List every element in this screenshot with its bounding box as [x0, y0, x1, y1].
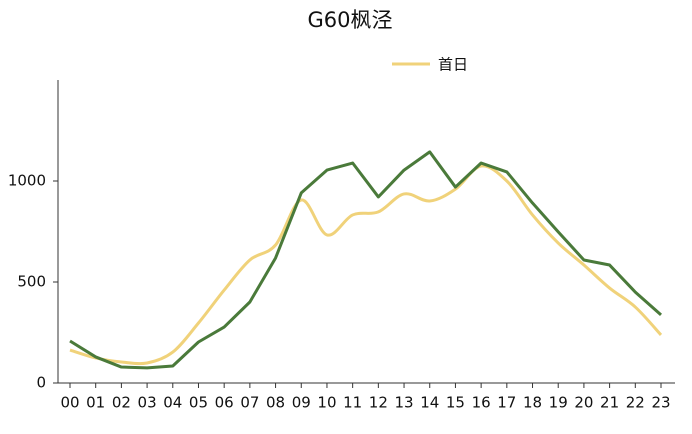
- x-tick-label: 12: [369, 394, 388, 412]
- x-tick-label: 22: [626, 394, 645, 412]
- y-tick-label: 1000: [8, 172, 46, 190]
- y-tick-label: 500: [17, 273, 46, 291]
- x-tick-label: 21: [600, 394, 619, 412]
- x-tick-label: 01: [86, 394, 105, 412]
- chart-title: G60枫泾: [308, 8, 393, 32]
- x-tick-label: 23: [651, 394, 670, 412]
- x-tick-label: 07: [240, 394, 259, 412]
- x-tick-label: 10: [317, 394, 336, 412]
- x-tick-label: 13: [394, 394, 413, 412]
- x-tick-label: 03: [138, 394, 157, 412]
- x-tick-label: 11: [343, 394, 362, 412]
- x-tick-label: 05: [189, 394, 208, 412]
- x-tick-label: 18: [523, 394, 542, 412]
- x-tick-label: 02: [112, 394, 131, 412]
- x-tick-label: 09: [292, 394, 311, 412]
- x-tick-label: 17: [497, 394, 516, 412]
- x-tick-label: 20: [574, 394, 593, 412]
- x-tick-label: 14: [420, 394, 439, 412]
- x-tick-label: 19: [549, 394, 568, 412]
- x-tick-label: 04: [163, 394, 182, 412]
- line: [69, 150, 662, 370]
- x-tick-label: 08: [266, 394, 285, 412]
- x-tick-label: 15: [446, 394, 465, 412]
- line: [69, 164, 663, 366]
- legend-label: 首日: [438, 56, 468, 74]
- x-tick-label: 06: [215, 394, 234, 412]
- y-tick-label: 0: [36, 374, 46, 392]
- x-tick-label: 16: [472, 394, 491, 412]
- x-tick-label: 00: [60, 394, 79, 412]
